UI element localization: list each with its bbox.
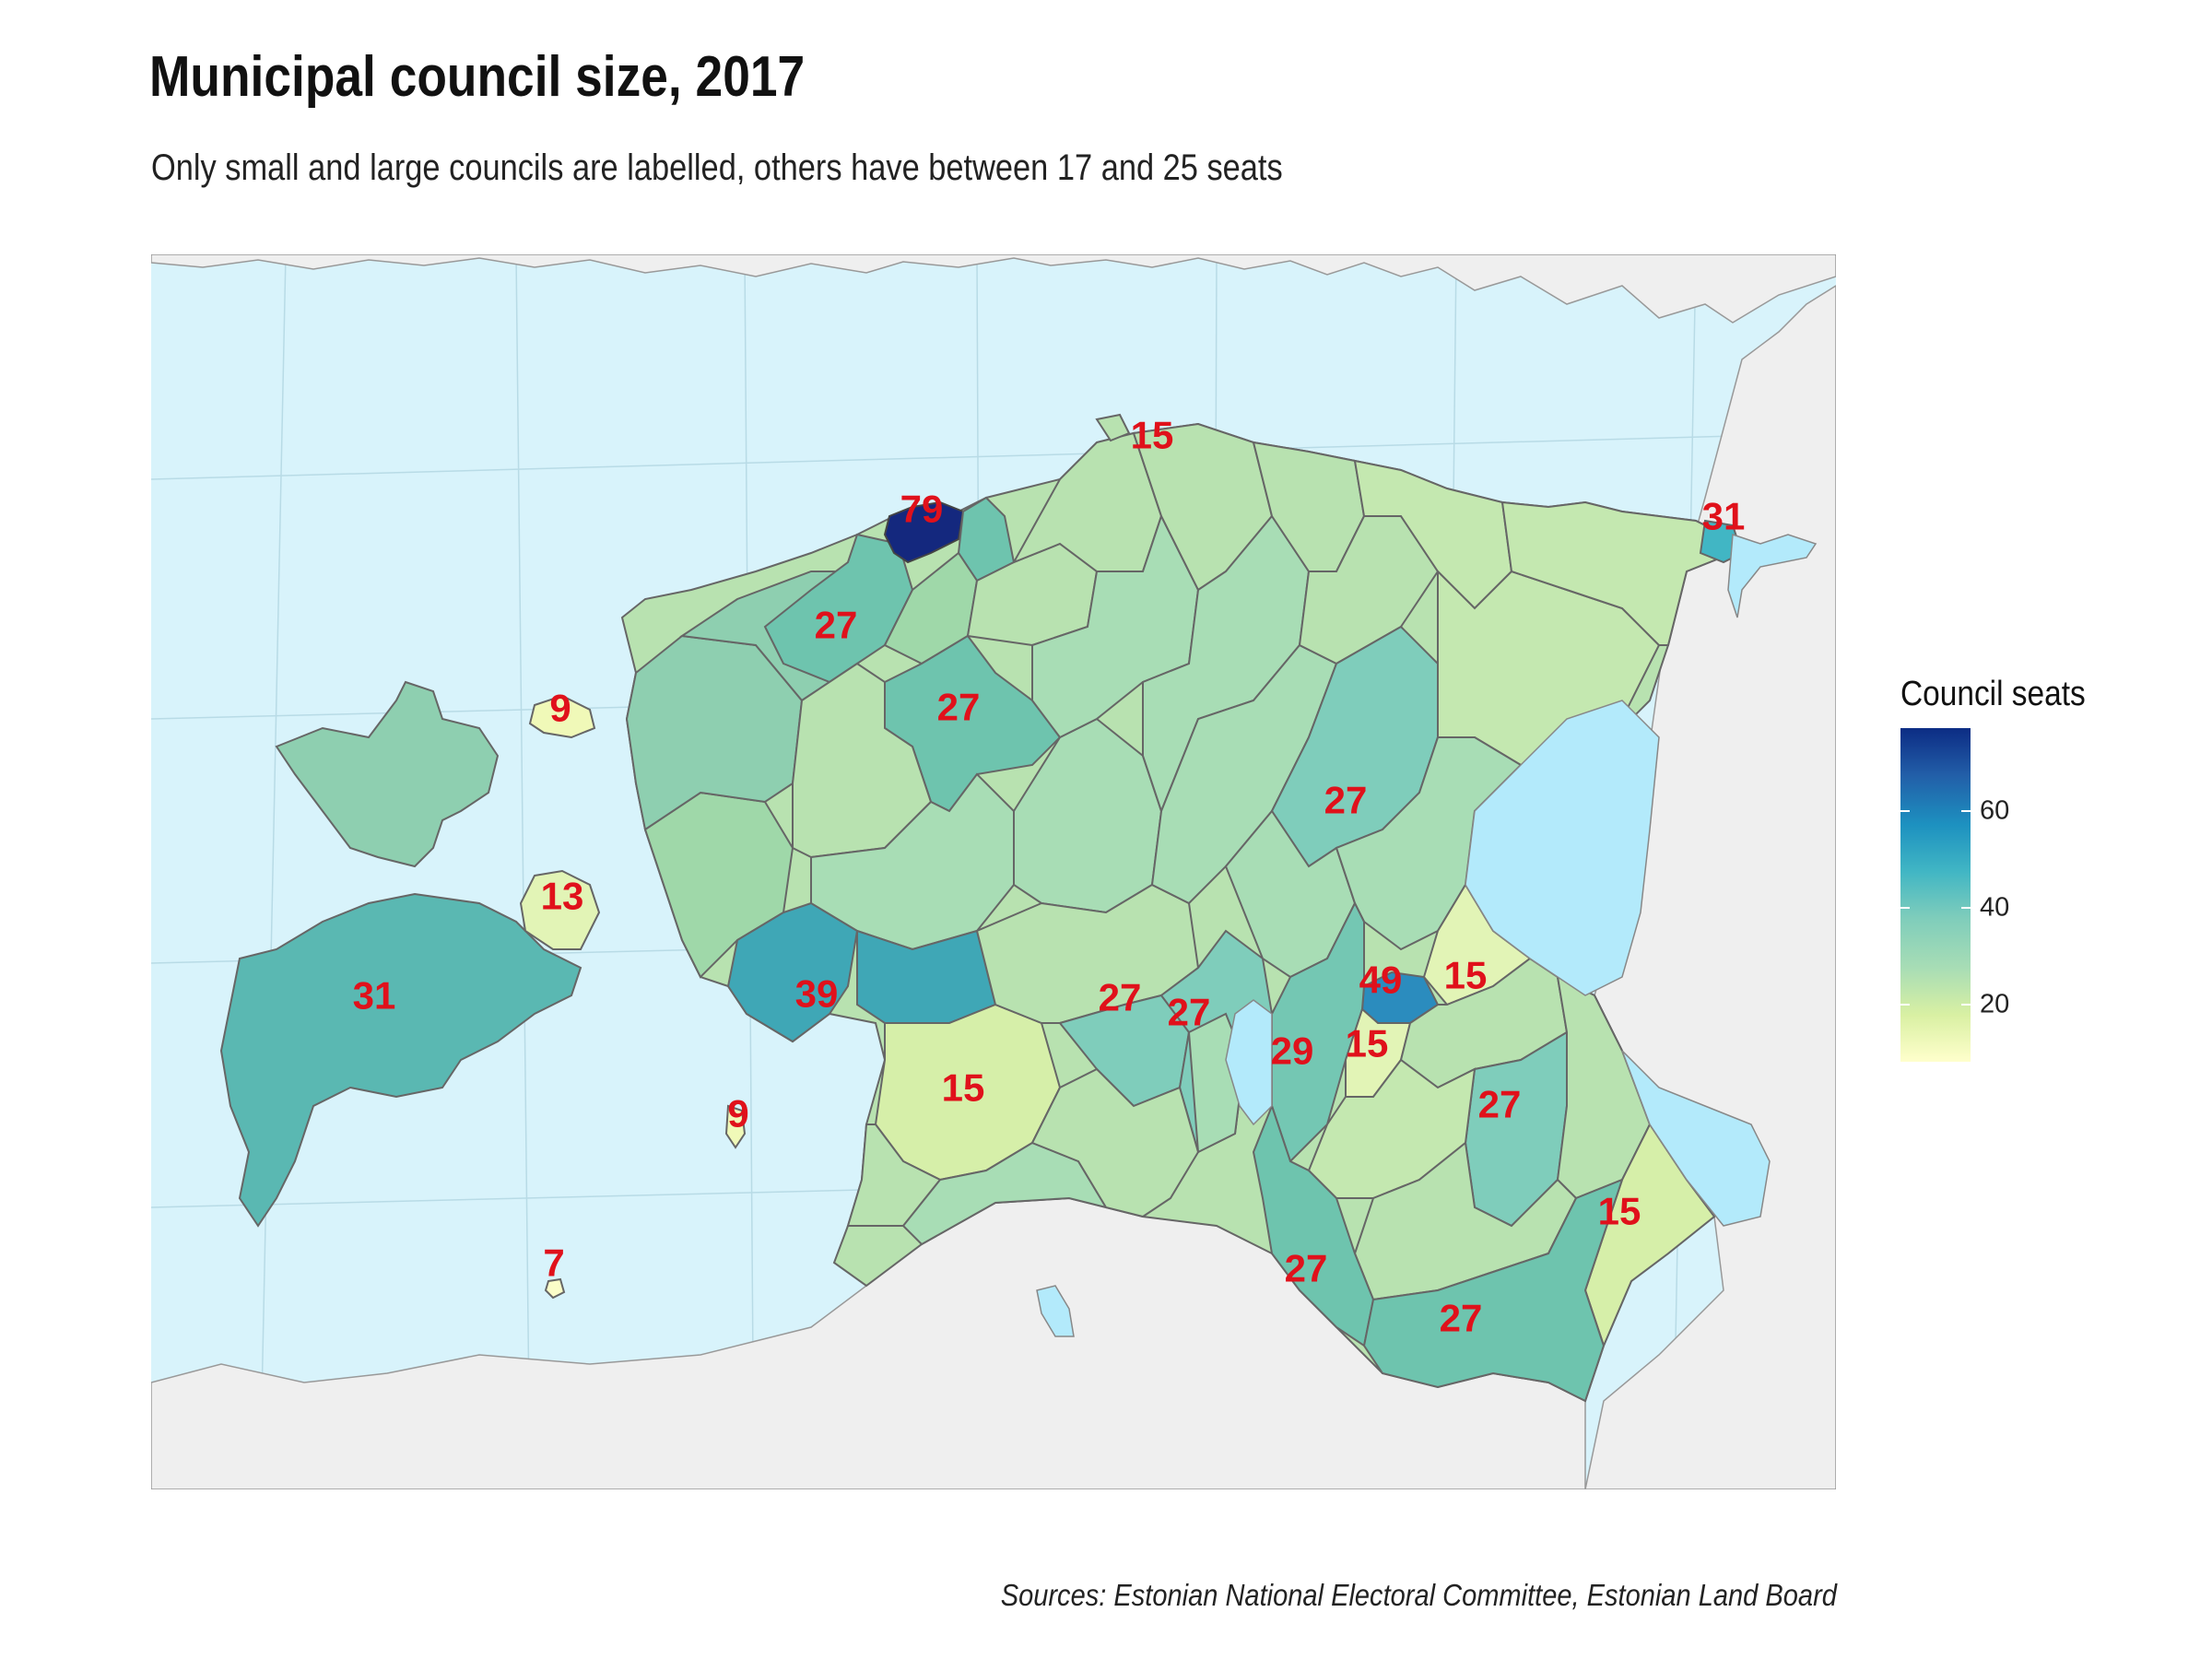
legend-title: Council seats (1900, 675, 2086, 713)
lake-narva-bay (1727, 533, 1818, 618)
region (519, 869, 601, 950)
region (219, 892, 582, 1228)
region (763, 533, 914, 684)
lake-pskov (1621, 1050, 1771, 1227)
region (724, 1104, 747, 1149)
value-label: 39 (795, 972, 839, 1016)
value-label: 31 (1702, 495, 1746, 538)
legend-tick-label: 20 (1980, 989, 2010, 1019)
value-label: 27 (1478, 1083, 1522, 1126)
value-label: 15 (942, 1066, 985, 1110)
value-label: 49 (1359, 959, 1403, 1002)
value-label: 27 (1440, 1297, 1483, 1340)
region (883, 500, 965, 564)
source-caption: Sources: Estonian National Electoral Com… (1000, 1578, 1837, 1612)
region (901, 1141, 1109, 1246)
value-label: 13 (541, 875, 584, 918)
region (856, 929, 997, 1024)
lake-peipus (1465, 700, 1660, 996)
value-label: 27 (1285, 1247, 1328, 1290)
value-label: 15 (1346, 1022, 1389, 1065)
value-label: 7 (543, 1241, 564, 1285)
finland-coast (151, 254, 1836, 324)
value-label: 9 (549, 687, 571, 730)
region (792, 662, 933, 859)
value-label: 27 (937, 686, 981, 729)
value-labels: 15 79 31 27 27 9 27 13 31 39 49 15 27 27… (353, 414, 1746, 1340)
value-label: 15 (1444, 954, 1488, 997)
map-title: Municipal council size, 2017 (149, 45, 806, 109)
value-label: 15 (1131, 414, 1174, 457)
region (726, 901, 859, 1043)
value-label: 31 (353, 974, 396, 1018)
legend-ticks (1900, 810, 1971, 1006)
map-subtitle: Only small and large councils are labell… (151, 147, 1283, 188)
value-label: 27 (1099, 976, 1142, 1019)
value-label: 9 (727, 1092, 748, 1135)
region (528, 694, 596, 739)
value-label: 27 (815, 604, 858, 647)
lake-burtnieks (1036, 1285, 1075, 1337)
region (1095, 413, 1131, 442)
value-label: 15 (1598, 1190, 1641, 1233)
legend-tick-label: 40 (1980, 892, 2010, 923)
value-label: 27 (1324, 779, 1368, 822)
region (1362, 1178, 1624, 1403)
value-label: 27 (1168, 991, 1211, 1034)
region (544, 1277, 566, 1300)
legend-tick-label: 60 (1980, 795, 2010, 826)
value-label: 79 (900, 488, 944, 531)
value-label: 29 (1271, 1030, 1314, 1073)
region (275, 680, 500, 868)
lake-vortsjarv (1225, 999, 1273, 1126)
legend-colorbar (1900, 728, 1971, 1062)
